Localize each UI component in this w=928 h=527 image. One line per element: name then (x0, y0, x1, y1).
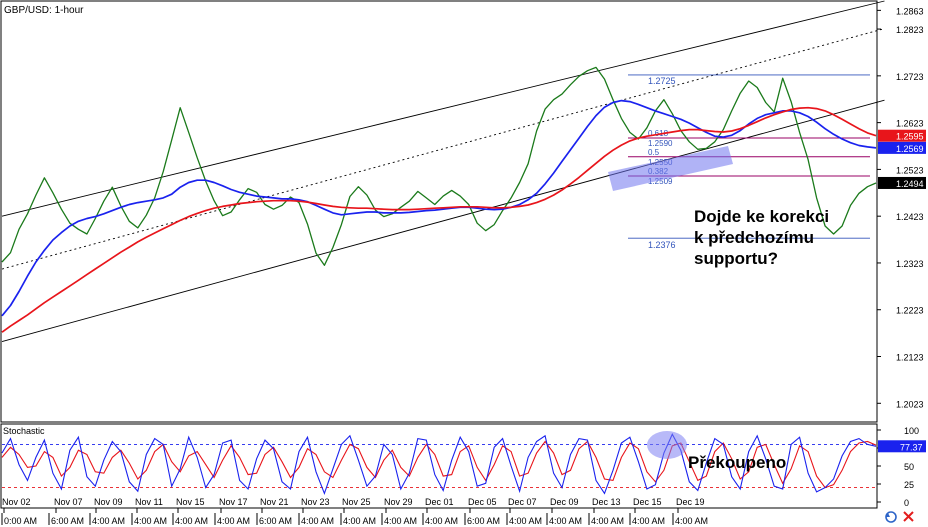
stoch-tick-label: 25 (904, 480, 914, 490)
fib-price-0.618: 1.2590 (648, 139, 673, 148)
date-label: Nov 11 (135, 497, 163, 507)
series-price (1, 66, 877, 266)
date-label: Dec 01 (425, 497, 454, 507)
price-axis: 1.2863 1.2823 1.2723 1.2623 1.2523 1.2423 1.23… (877, 6, 926, 409)
stoch-d-line (1, 440, 877, 489)
price-series (1, 66, 877, 333)
date-label: Dec 07 (508, 497, 537, 507)
price-tag-label-ma-red: 1.2595 (896, 132, 924, 142)
date-label: Dec 09 (550, 497, 579, 507)
price-tick-label: 1.2323 (896, 259, 924, 269)
channel-lines (1, 0, 885, 342)
price-tick-label: 1.2823 (896, 25, 924, 35)
fib-price-0.382: 1.2509 (648, 177, 673, 186)
stoch-title-bg (2, 425, 44, 437)
date-label: Nov 02 (2, 497, 31, 507)
price-tag-ma-red (878, 129, 926, 142)
price-tick-label: 1.2223 (896, 306, 924, 316)
stochastic-panel: 100755025077.37 (1, 426, 926, 508)
retest-zone-box (608, 146, 733, 191)
price-tick-label: 1.2523 (896, 165, 924, 175)
price-tag-ma-blue (878, 141, 926, 154)
date-label: Nov 23 (301, 497, 330, 507)
price-tag-last-price (878, 176, 926, 189)
time-label: 6:00 AM (259, 516, 292, 526)
chart-title: GBP/USD: 1-hour (4, 5, 84, 16)
price-tick-label: 1.2123 (896, 353, 924, 363)
stoch-tag-label: 77.37 (900, 442, 923, 452)
title-bg (2, 2, 88, 16)
time-label: 4:00 AM (301, 516, 334, 526)
time-label: 4:00 AM (632, 516, 665, 526)
time-label: 4:00 AM (549, 516, 582, 526)
time-label: 4:00 AM (675, 516, 708, 526)
price-tag-label-last-price: 1.2494 (896, 179, 924, 189)
time-label: 4:00 AM (591, 516, 624, 526)
stoch-tick-label: 0 (904, 498, 909, 508)
close-icon[interactable] (903, 511, 914, 522)
fib-low-label: 1.2376 (648, 240, 676, 250)
price-tick-label: 1.2423 (896, 212, 924, 222)
date-label: Nov 17 (219, 497, 248, 507)
stoch-tick-label: 100 (904, 426, 919, 436)
stoch-tag (878, 440, 926, 453)
date-label: Dec 13 (592, 497, 621, 507)
main-plot-frame (0, 0, 878, 423)
date-label: Nov 29 (384, 497, 413, 507)
time-label: 4:00 AM (175, 516, 208, 526)
annotation-correction: Dojde ke korekci k předchozímu supportu? (694, 207, 829, 268)
time-label: 4:00 AM (509, 516, 542, 526)
time-label: 4:00 AM (343, 516, 376, 526)
date-label: Dec 19 (676, 497, 705, 507)
annotation-line: supportu? (694, 249, 778, 268)
channel-lower (1, 99, 885, 342)
time-label: 4:00 AM (384, 516, 417, 526)
retest-zone (608, 146, 733, 191)
overbought-highlight (647, 431, 687, 459)
sync-icon[interactable] (885, 511, 897, 523)
stoch-tick-label: 50 (904, 462, 914, 472)
time-label: 0:00 AM (4, 516, 37, 526)
time-label: 4:00 AM (92, 516, 125, 526)
price-tick-label: 1.2863 (896, 6, 924, 16)
date-label: Nov 21 (260, 497, 289, 507)
series-ma-blue (1, 99, 877, 317)
annotation-line: k předchozímu (694, 228, 814, 247)
stoch-title: Stochastic (3, 426, 45, 436)
time-label: 4:00 AM (425, 516, 458, 526)
time-label: 6:00 AM (467, 516, 500, 526)
stoch-k-line (1, 433, 877, 495)
fib-ratio-0.5: 0.5 (648, 148, 660, 157)
date-label: Nov 15 (176, 497, 205, 507)
price-tick-label: 1.2023 (896, 399, 924, 409)
date-label: Nov 09 (94, 497, 123, 507)
date-label: Dec 15 (633, 497, 662, 507)
time-label: 6:00 AM (51, 516, 84, 526)
series-ma-red (1, 106, 877, 333)
date-label: Nov 07 (54, 497, 83, 507)
date-label: Nov 25 (342, 497, 371, 507)
fib-high-label: 1.2725 (648, 76, 676, 86)
time-axis: Nov 02 Nov 07 Nov 09 Nov 11 Nov 15 Nov 17 Nov … (1, 497, 708, 526)
price-tag-label-ma-blue: 1.2569 (896, 144, 924, 154)
price-tick-label: 1.2723 (896, 72, 924, 82)
time-label: 4:00 AM (134, 516, 167, 526)
price-tick-label: 1.2623 (896, 119, 924, 129)
channel-upper (1, 0, 885, 217)
annotation-line: Dojde ke korekci (694, 207, 829, 226)
annotation-overbought: Překoupeno (688, 453, 786, 472)
time-label: 4:00 AM (217, 516, 250, 526)
date-label: Dec 05 (468, 497, 497, 507)
